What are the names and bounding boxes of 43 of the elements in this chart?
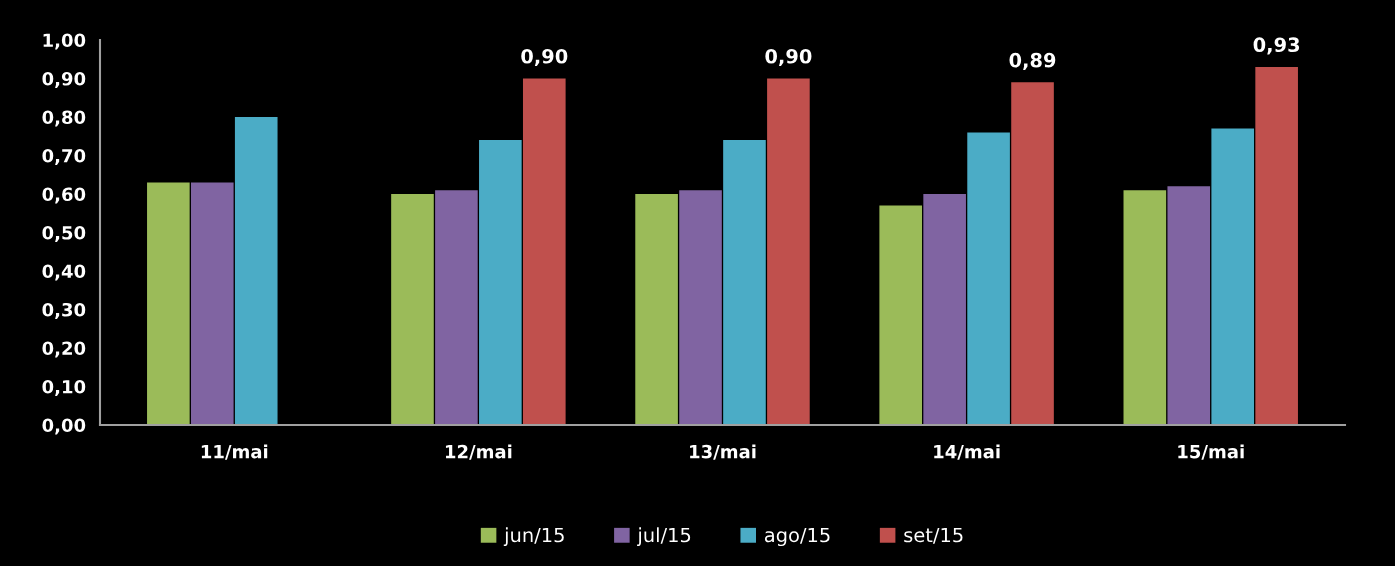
- y-tick-label: 0,10: [42, 379, 86, 396]
- y-tick-label: 0,00: [42, 418, 86, 435]
- y-tick-label: 0,30: [42, 302, 86, 319]
- bar: [1011, 82, 1054, 425]
- x-tick-label: 13/mai: [690, 444, 756, 460]
- legend-label: jul/15: [637, 527, 691, 547]
- data-label: 0,90: [521, 48, 568, 67]
- x-tick-label: 12/mai: [445, 444, 512, 460]
- bar: [234, 117, 278, 425]
- bar: [879, 205, 923, 425]
- bar: [190, 182, 234, 425]
- data-label: 0,90: [765, 48, 812, 67]
- y-tick-label: 0,20: [42, 341, 86, 358]
- bar: [723, 140, 766, 425]
- bar: [923, 194, 966, 425]
- bar: [1211, 128, 1255, 425]
- bar: [147, 182, 190, 425]
- y-tick-label: 0,70: [42, 148, 86, 165]
- y-tick-label: 0,90: [42, 71, 86, 88]
- y-tick-label: 0,80: [42, 110, 86, 127]
- bar: [479, 140, 522, 425]
- bar: [391, 194, 434, 425]
- data-label: 0,93: [1253, 37, 1300, 55]
- y-tick-label: 0,50: [42, 225, 86, 242]
- bar: [522, 78, 566, 425]
- bar: [1167, 186, 1211, 425]
- bar: [635, 194, 678, 425]
- bar: [1255, 66, 1298, 425]
- x-tick-label: 15/mai: [1178, 444, 1244, 460]
- data-label: 0,89: [1009, 52, 1056, 70]
- legend-label: jun/15: [503, 527, 564, 547]
- bar: [435, 190, 478, 425]
- legend-label: ago/15: [764, 527, 830, 547]
- x-tick-label: 11/mai: [201, 444, 268, 460]
- x-tick-label: 14/mai: [934, 444, 1000, 460]
- bar: [1123, 190, 1167, 425]
- bar: [767, 78, 810, 425]
- y-tick-label: 0,60: [42, 187, 86, 204]
- y-tick-label: 0,40: [42, 264, 86, 281]
- y-tick-label: 1,00: [43, 33, 86, 50]
- legend-label: set/15: [904, 527, 963, 544]
- bar: [679, 190, 722, 425]
- bar: [967, 132, 1010, 425]
